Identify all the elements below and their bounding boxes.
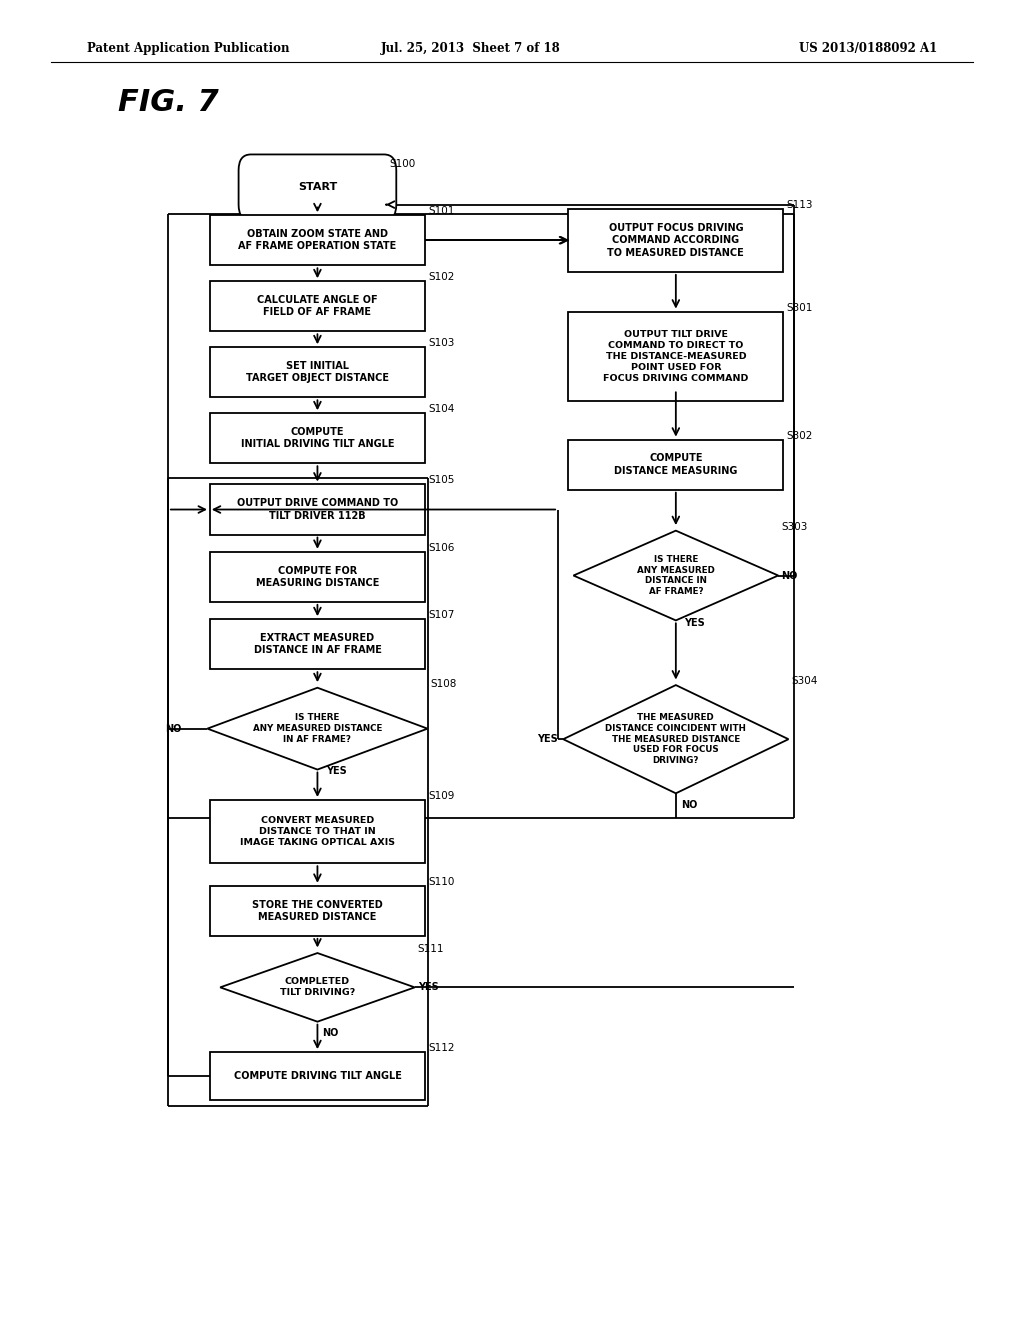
Text: CALCULATE ANGLE OF
FIELD OF AF FRAME: CALCULATE ANGLE OF FIELD OF AF FRAME [257, 296, 378, 317]
Polygon shape [573, 531, 778, 620]
Text: S101: S101 [428, 206, 455, 216]
Text: START: START [298, 182, 337, 193]
Bar [210, 484, 425, 535]
Text: EXTRACT MEASURED
DISTANCE IN AF FRAME: EXTRACT MEASURED DISTANCE IN AF FRAME [254, 634, 381, 655]
Text: S109: S109 [428, 791, 455, 801]
Bar [210, 552, 425, 602]
Polygon shape [563, 685, 788, 793]
Text: OUTPUT FOCUS DRIVING
COMMAND ACCORDING
TO MEASURED DISTANCE: OUTPUT FOCUS DRIVING COMMAND ACCORDING T… [607, 223, 744, 257]
Text: FIG. 7: FIG. 7 [118, 88, 218, 117]
Text: IS THERE
ANY MEASURED DISTANCE
IN AF FRAME?: IS THERE ANY MEASURED DISTANCE IN AF FRA… [253, 713, 382, 744]
Text: S106: S106 [428, 543, 455, 553]
Text: COMPUTE FOR
MEASURING DISTANCE: COMPUTE FOR MEASURING DISTANCE [256, 566, 379, 587]
Text: S303: S303 [781, 521, 808, 532]
Text: SET INITIAL
TARGET OBJECT DISTANCE: SET INITIAL TARGET OBJECT DISTANCE [246, 362, 389, 383]
Bar [210, 1052, 425, 1100]
Bar [210, 347, 425, 397]
Text: OUTPUT DRIVE COMMAND TO
TILT DRIVER 112B: OUTPUT DRIVE COMMAND TO TILT DRIVER 112B [237, 499, 398, 520]
Polygon shape [220, 953, 415, 1022]
Text: IS THERE
ANY MEASURED
DISTANCE IN
AF FRAME?: IS THERE ANY MEASURED DISTANCE IN AF FRA… [637, 554, 715, 597]
Text: NO: NO [681, 800, 697, 810]
Text: COMPUTE
DISTANCE MEASURING: COMPUTE DISTANCE MEASURING [614, 454, 737, 475]
Bar [568, 209, 783, 272]
Text: OBTAIN ZOOM STATE AND
AF FRAME OPERATION STATE: OBTAIN ZOOM STATE AND AF FRAME OPERATION… [239, 230, 396, 251]
Text: STORE THE CONVERTED
MEASURED DISTANCE: STORE THE CONVERTED MEASURED DISTANCE [252, 900, 383, 921]
Text: NO: NO [781, 570, 798, 581]
Text: S113: S113 [786, 199, 813, 210]
Text: COMPLETED
TILT DRIVING?: COMPLETED TILT DRIVING? [280, 978, 355, 997]
Text: S302: S302 [786, 430, 813, 441]
Bar [210, 886, 425, 936]
Text: YES: YES [418, 982, 438, 993]
Text: S104: S104 [428, 404, 455, 414]
Text: S107: S107 [428, 610, 455, 620]
Text: COMPUTE DRIVING TILT ANGLE: COMPUTE DRIVING TILT ANGLE [233, 1071, 401, 1081]
Text: S304: S304 [792, 676, 818, 686]
Text: S100: S100 [389, 158, 416, 169]
Text: YES: YES [684, 618, 705, 628]
Text: S112: S112 [428, 1043, 455, 1053]
Text: YES: YES [538, 734, 558, 744]
FancyBboxPatch shape [239, 154, 396, 220]
Text: YES: YES [326, 766, 346, 776]
Bar [210, 619, 425, 669]
Text: CONVERT MEASURED
DISTANCE TO THAT IN
IMAGE TAKING OPTICAL AXIS: CONVERT MEASURED DISTANCE TO THAT IN IMA… [240, 816, 395, 847]
Bar [210, 215, 425, 265]
Text: S301: S301 [786, 302, 813, 313]
Text: S102: S102 [428, 272, 455, 282]
Text: US 2013/0188092 A1: US 2013/0188092 A1 [799, 42, 937, 55]
Text: NO: NO [166, 723, 182, 734]
Text: S108: S108 [430, 678, 457, 689]
Text: OUTPUT TILT DRIVE
COMMAND TO DIRECT TO
THE DISTANCE-MEASURED
POINT USED FOR
FOCU: OUTPUT TILT DRIVE COMMAND TO DIRECT TO T… [603, 330, 749, 383]
Text: S103: S103 [428, 338, 455, 348]
Bar [568, 440, 783, 490]
Text: S111: S111 [418, 944, 444, 954]
Polygon shape [207, 688, 428, 770]
Text: S110: S110 [428, 876, 455, 887]
Text: Patent Application Publication: Patent Application Publication [87, 42, 290, 55]
Bar [210, 281, 425, 331]
Text: THE MEASURED
DISTANCE COINCIDENT WITH
THE MEASURED DISTANCE
USED FOR FOCUS
DRIVI: THE MEASURED DISTANCE COINCIDENT WITH TH… [605, 713, 746, 766]
Bar [210, 800, 425, 863]
Text: S105: S105 [428, 475, 455, 486]
Text: NO: NO [323, 1028, 339, 1039]
Bar [568, 312, 783, 401]
Text: Jul. 25, 2013  Sheet 7 of 18: Jul. 25, 2013 Sheet 7 of 18 [381, 42, 561, 55]
Bar [210, 413, 425, 463]
Text: COMPUTE
INITIAL DRIVING TILT ANGLE: COMPUTE INITIAL DRIVING TILT ANGLE [241, 428, 394, 449]
